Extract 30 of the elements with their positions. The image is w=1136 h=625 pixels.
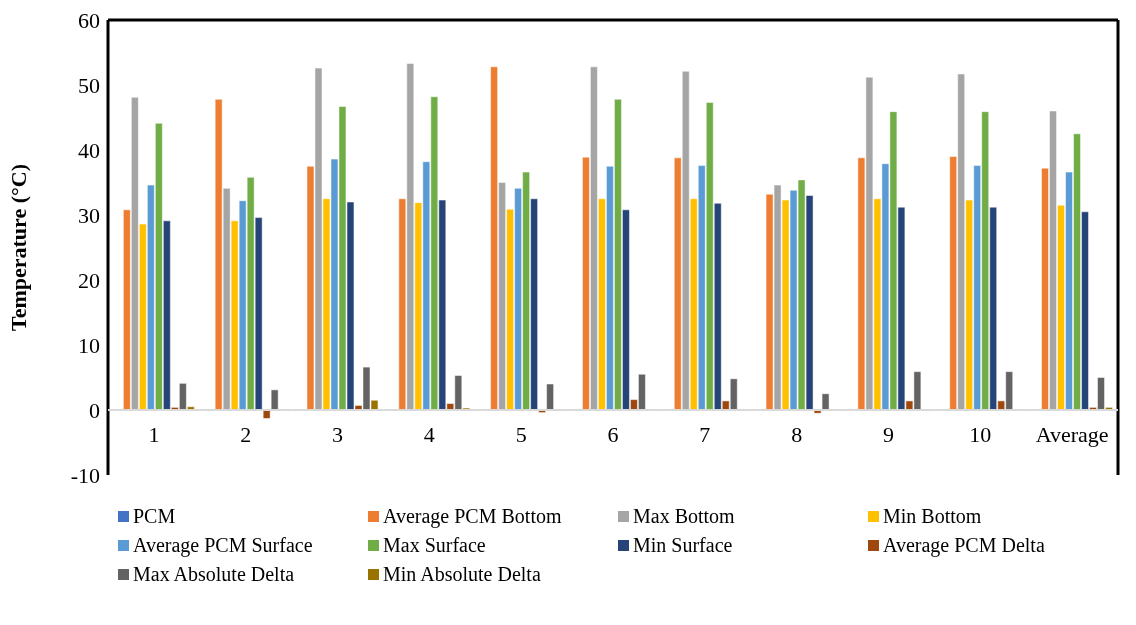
- legend-label: Min Bottom: [883, 505, 982, 528]
- x-tick-label: 3: [332, 422, 344, 447]
- y-tick-label: 60: [78, 7, 100, 33]
- x-tick-label: 6: [607, 422, 619, 447]
- y-tick-label: 10: [78, 332, 100, 358]
- legend-label: Average PCM Surface: [133, 534, 313, 557]
- x-tick-label: 1: [148, 422, 160, 447]
- y-tick-label: 20: [78, 267, 100, 293]
- legend-label: Average PCM Bottom: [383, 505, 562, 528]
- x-tick-label: 8: [791, 422, 803, 447]
- x-tick-label: 7: [699, 422, 711, 447]
- x-tick-label: Average: [1035, 422, 1109, 447]
- legend-label: Max Surface: [383, 534, 486, 557]
- legend-label: Min Surface: [633, 534, 733, 557]
- legend-label: Max Absolute Delta: [133, 563, 295, 586]
- x-tick-label: 10: [969, 422, 992, 447]
- y-tick-label: 0: [89, 397, 100, 423]
- y-tick-label: 40: [78, 137, 100, 163]
- legend-label: Max Bottom: [633, 505, 735, 528]
- legend-label: PCM: [133, 505, 176, 528]
- y-tick-label: 50: [78, 72, 100, 98]
- legend-label: Average PCM Delta: [883, 534, 1045, 557]
- y-tick-label: -10: [70, 462, 100, 488]
- y-tick-label: 30: [78, 202, 100, 228]
- y-axis-title: Temperature (°C): [5, 163, 31, 332]
- legend-label: Min Absolute Delta: [383, 563, 541, 586]
- x-tick-label: 2: [240, 422, 252, 447]
- x-tick-label: 9: [882, 422, 894, 447]
- x-tick-label: 4: [423, 422, 435, 447]
- x-tick-label: 5: [515, 422, 527, 447]
